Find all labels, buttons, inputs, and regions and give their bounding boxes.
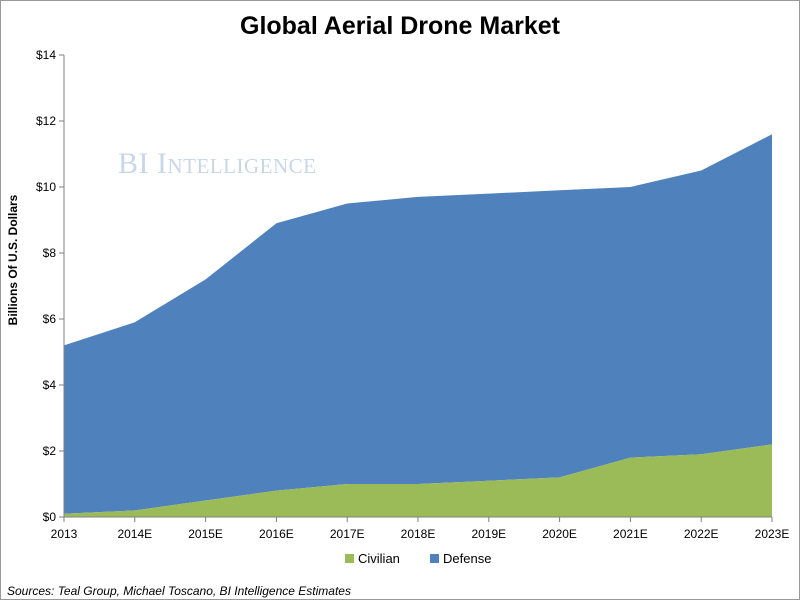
y-tick-label: $14: [36, 48, 56, 62]
bi-intelligence-logo: BI Intelligence: [118, 147, 317, 180]
y-tick-label: $2: [43, 444, 57, 458]
legend-swatch-defense: [430, 554, 439, 563]
y-tick-label: $12: [36, 114, 56, 128]
area-defense: [64, 134, 772, 514]
source-note: Sources: Teal Group, Michael Toscano, BI…: [7, 584, 351, 598]
area-civilian: [64, 444, 772, 517]
x-tick-labels: 2013 2014E 2015E 2016E 2017E 2018E 2019E 2020E 2…: [51, 527, 790, 541]
x-tick-label: 2015E: [188, 527, 223, 541]
x-tick-label: 2014E: [117, 527, 152, 541]
y-tick-label: $6: [43, 312, 57, 326]
y-axis-label: Billions Of U.S. Dollars: [6, 194, 20, 325]
axes: [59, 54, 773, 522]
x-tick-label: 2020E: [542, 527, 577, 541]
x-tick-label: 2013: [51, 527, 78, 541]
x-tick-label: 2017E: [330, 527, 365, 541]
y-tick-label: $0: [43, 510, 57, 524]
x-tick-label: 2019E: [471, 527, 506, 541]
x-tick-label: 2018E: [401, 527, 436, 541]
x-tick-label: 2016E: [259, 527, 294, 541]
x-tick-label: 2023E: [755, 527, 790, 541]
x-tick-label: 2021E: [613, 527, 648, 541]
legend: Civilian Defense: [345, 551, 491, 566]
x-tick-label: 2022E: [684, 527, 719, 541]
plot-areas: [64, 134, 772, 517]
y-tick-label: $8: [43, 246, 57, 260]
y-tick-labels: $0 $2 $4 $6 $8 $10 $12 $14: [36, 48, 56, 524]
y-tick-label: $10: [36, 180, 56, 194]
y-tick-label: $4: [43, 378, 57, 392]
chart-title: Global Aerial Drone Market: [240, 12, 560, 40]
legend-label-defense: Defense: [443, 551, 491, 566]
legend-label-civilian: Civilian: [358, 551, 400, 566]
legend-swatch-civilian: [345, 554, 354, 563]
